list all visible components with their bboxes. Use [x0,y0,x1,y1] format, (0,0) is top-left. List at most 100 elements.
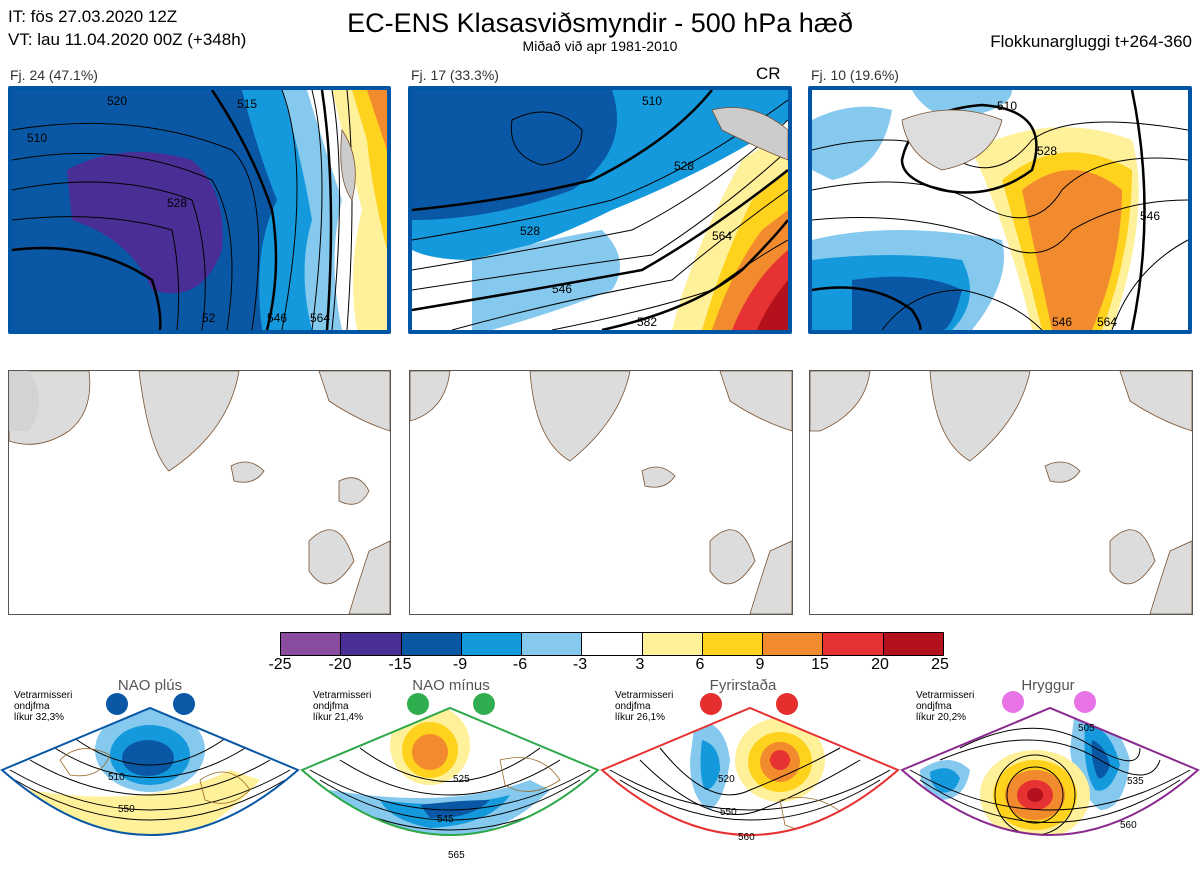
regime-4-frame [900,706,1200,836]
regime-2-contour-label: 525 [453,774,470,785]
colorbar-segment [702,633,764,655]
colorbar-segment [883,633,943,655]
colorbar-segment [281,633,342,655]
panel-2-contour-label: 546 [552,282,572,296]
panel-2-contour-label: 510 [642,94,662,108]
panel-1-contour-label: 520 [107,94,127,108]
cluster-map-3-field: 510 528 546 546 564 [812,90,1188,330]
colorbar-tick: 15 [811,656,829,673]
regime-2-dot [407,693,429,715]
colorbar-tick: -15 [388,656,412,673]
regime-1-frame [0,706,300,836]
colorbar-tick: 20 [871,656,889,673]
cluster-window: Flokkunargluggi t+264-360 [990,32,1192,51]
regime-1-dot [106,693,128,715]
regime-2-map: 525 545 565 [300,706,600,861]
panel-1-contour-label: 515 [237,97,257,111]
blank-map-3-land [810,371,1192,614]
panel-3-contour-label: 564 [1097,315,1117,329]
regime-1-title: NAO plús [117,677,183,694]
panel-1-label: Fj. 24 (47.1%) [10,67,98,83]
colorbar-segment [461,633,523,655]
regime-2-meta-line: Vetrarmisseri [313,690,372,701]
panel-3-label: Fj. 10 (19.6%) [811,67,899,83]
regime-3-dot [700,693,722,715]
regime-1-contour-label: 510 [108,772,125,783]
colorbar-tick: 25 [931,656,949,673]
regime-2-meta: Vetrarmisseri ondjfma líkur 21,4% [313,690,371,723]
colorbar-tick: -25 [268,656,292,673]
regime-3-contour-label: 520 [718,774,735,785]
regime-1-meta: Vetrarmisseri ondjfma líkur 32,3% [14,690,72,723]
colorbar-tick: 6 [695,656,705,673]
regime-2-contour-label: 545 [437,814,454,825]
panel-3-contour-label: 510 [997,99,1017,113]
regime-4-meta: Vetrarmisseri ondjfma líkur 20,2% [916,690,974,723]
panel-3-contour-label: 546 [1052,315,1072,329]
regime-4-dot [1002,691,1024,713]
panel-2-contour-label: 564 [712,229,732,243]
cluster-map-3: 510 528 546 546 564 [808,86,1192,334]
colorbar-segment [341,633,402,655]
blank-map-1-land [9,371,390,614]
panel-3-contour-label: 546 [1140,209,1160,223]
colorbar-segment [401,633,462,655]
colorbar-tick: -3 [572,656,588,673]
regime-2-dot [473,693,495,715]
page-title: EC-ENS Klasasviðsmyndir - 500 hPa hæð [347,8,853,38]
cluster-map-1-field: 510 515 520 528 52 546 564 [12,90,387,330]
panel-1-contour-label: 510 [27,131,47,145]
regime-4-map: 505 535 560 [900,706,1200,836]
colorbar-tick: 3 [635,656,645,673]
blank-map-3 [809,370,1193,615]
regime-3-frame [600,706,900,836]
regime-2-title: NAO mínus [412,677,490,694]
regime-1-dot [173,693,195,715]
colorbar-segment [642,633,703,655]
blank-map-2-land [410,371,792,614]
blank-map-2 [409,370,793,615]
regime-3-meta-line: Vetrarmisseri [615,690,674,701]
regime-1-map: 510 550 [0,706,300,836]
colorbar-segment [823,633,884,655]
colorbar [280,632,944,656]
panel-2-contour-label: 582 [637,315,657,329]
regime-1-meta-line: líkur 32,3% [14,712,65,723]
colorbar-segment [582,633,643,655]
regime-4-dot [1074,691,1096,713]
regime-4-title: Hryggur [1021,677,1075,694]
regime-2-contour-label: 565 [448,850,465,861]
blank-map-1 [8,370,391,615]
init-time: IT: fös 27.03.2020 12Z [8,7,178,26]
colorbar-segment [763,633,824,655]
colorbar-segment [522,633,583,655]
colorbar-tick: -20 [328,656,352,673]
regime-2-meta-line: líkur 21,4% [313,712,364,723]
panel-2-contour-label: 528 [674,159,694,173]
panel-1-contour-label: 528 [167,196,187,210]
regime-1-contour-label: 550 [118,804,135,815]
regime-4-meta-line: ondjfma [916,701,952,712]
colorbar-tick: -6 [512,656,528,673]
regime-3-meta-line: ondjfma [615,701,651,712]
panel-1-contour-label: 564 [310,311,330,325]
cluster-map-1: 510 515 520 528 52 546 564 [8,86,391,334]
regime-2-meta-line: ondjfma [313,701,349,712]
regime-3-meta-line: líkur 26,1% [615,712,666,723]
regime-3-meta: Vetrarmisseri ondjfma líkur 26,1% [615,690,673,723]
panel-3-contour-label: 528 [1037,144,1057,158]
panel-2-label: Fj. 17 (33.3%) [411,67,499,83]
valid-time: VT: lau 11.04.2020 00Z (+348h) [8,30,247,49]
cluster-map-2: 528 546 564 582 510 528 [408,86,792,334]
regime-3-map: 520 550 560 [600,706,900,843]
regime-3-dot [776,693,798,715]
colorbar-tick: 9 [755,656,765,673]
page-subtitle: Miðað við apr 1981-2010 [522,38,678,54]
regime-2-frame [300,706,600,836]
regime-3-title: Fyrirstaða [709,677,777,694]
regime-4-meta-line: líkur 20,2% [916,712,967,723]
regime-3-contour-label: 550 [720,807,737,818]
regime-4-meta-line: Vetrarmisseri [916,690,975,701]
panel-2-contour-label: 528 [520,224,540,238]
regime-4-contour-label: 505 [1078,723,1095,734]
